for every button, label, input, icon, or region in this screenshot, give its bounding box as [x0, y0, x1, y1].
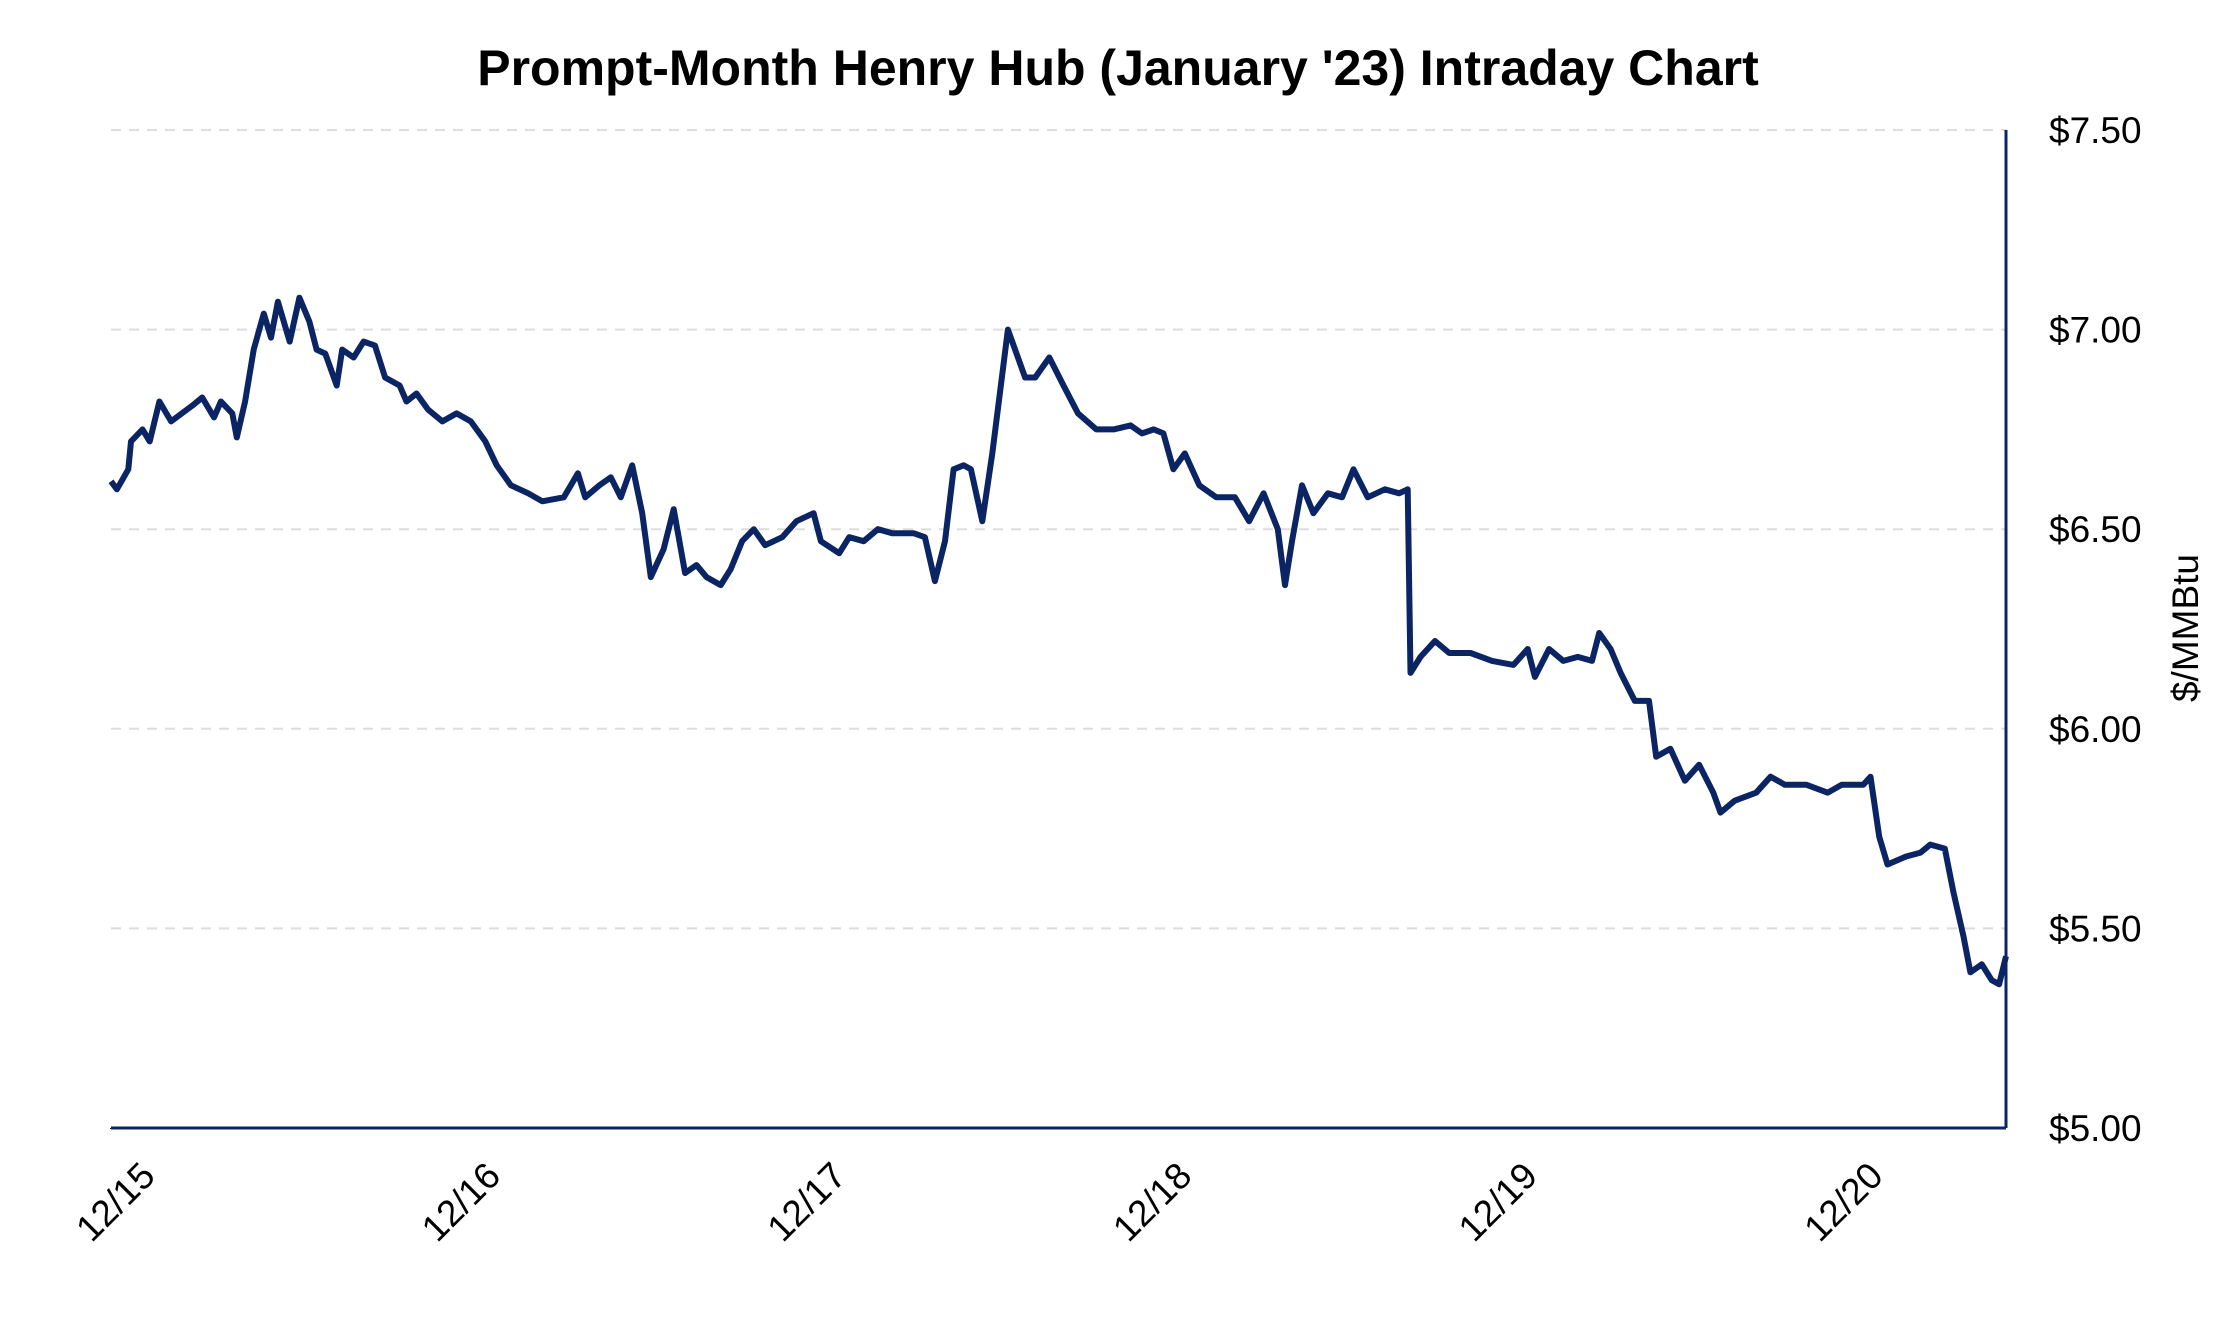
y-tick-label: $7.50	[2049, 110, 2142, 151]
y-tick-label: $7.00	[2049, 310, 2142, 351]
chart-title: Prompt-Month Henry Hub (January '23) Int…	[477, 40, 1759, 96]
x-tick-label: 12/19	[1451, 1155, 1545, 1249]
y-tick-label: $6.50	[2049, 509, 2142, 550]
x-tick-label: 12/18	[1105, 1155, 1199, 1249]
x-tick-label: 12/20	[1796, 1155, 1890, 1249]
y-tick-label: $5.00	[2049, 1108, 2142, 1149]
y-axis-label: $/MMBtu	[2165, 554, 2206, 702]
y-tick-label: $6.00	[2049, 709, 2142, 750]
x-tick-label: 12/15	[68, 1155, 162, 1249]
price-line	[108, 294, 2009, 988]
x-tick-label: 12/16	[414, 1155, 508, 1249]
y-tick-label: $5.50	[2049, 908, 2142, 949]
x-tick-label: 12/17	[759, 1155, 853, 1249]
